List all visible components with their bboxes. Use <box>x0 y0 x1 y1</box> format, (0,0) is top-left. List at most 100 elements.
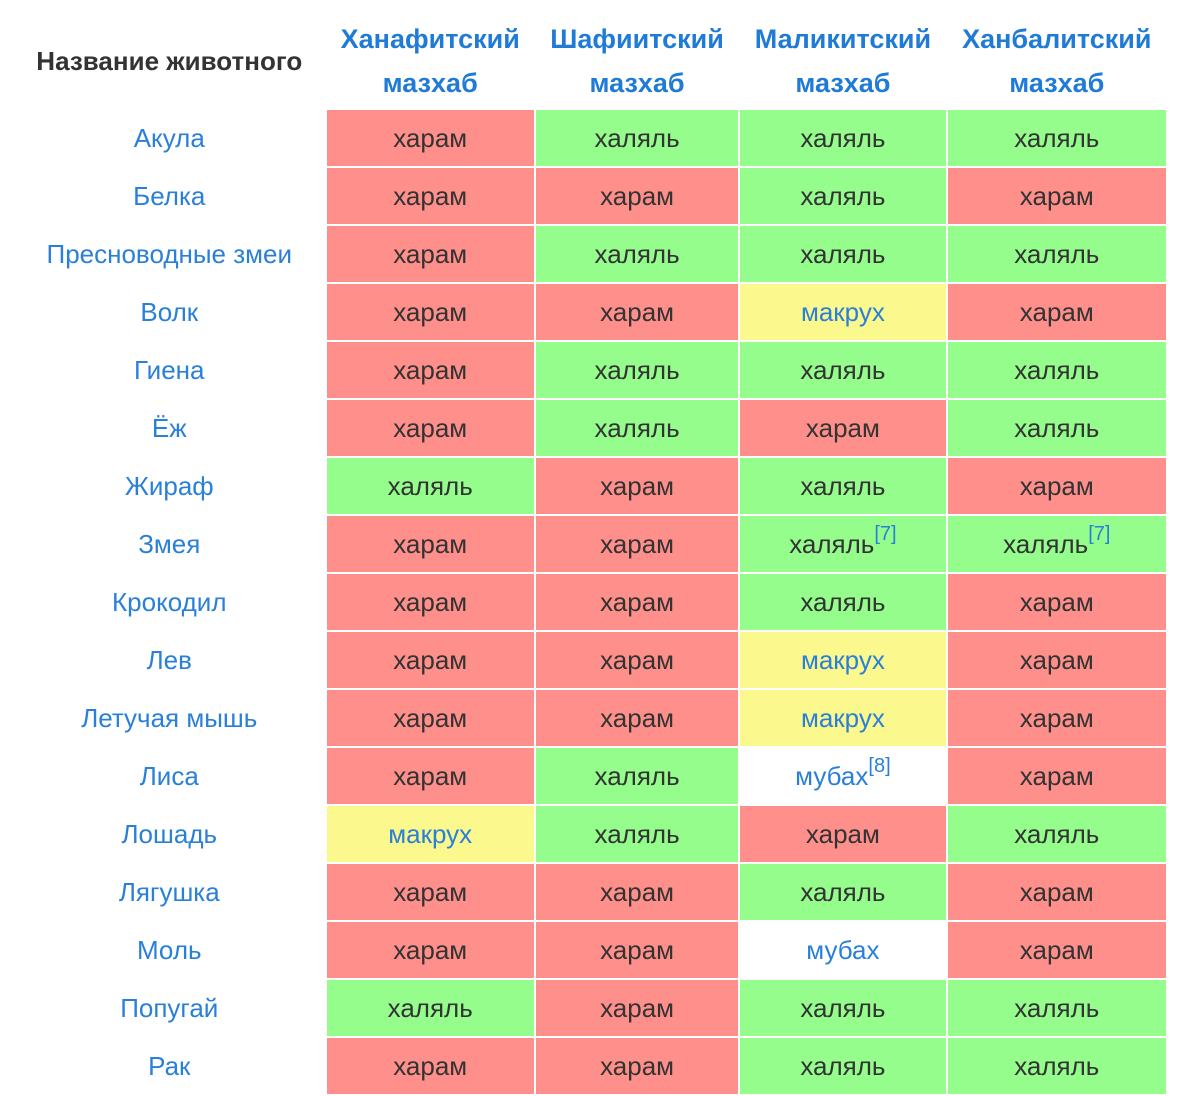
ruling-cell: халяль <box>740 342 946 398</box>
animal-name-link[interactable]: Крокодил <box>14 574 325 630</box>
ruling-text: харам <box>1019 934 1094 965</box>
ruling-cell: харам <box>535 690 739 746</box>
hanbali-header-link[interactable]: Ханбалитский мазхаб <box>948 14 1166 108</box>
ruling-text: халяль <box>594 354 680 385</box>
ruling-text: харам <box>1019 296 1094 327</box>
ruling-cell: халяль[7] <box>740 516 946 572</box>
header-line: мазхаб <box>589 68 685 98</box>
ruling-cell: харам <box>947 458 1166 514</box>
ruling-cell: харам <box>535 922 739 978</box>
ruling-text: халяль <box>594 238 680 269</box>
ruling-cell: харам <box>535 516 739 572</box>
madhhab-animals-table: Название животного Ханафитский мазхаб Ша… <box>12 12 1168 1096</box>
ruling-text: харам <box>393 528 468 559</box>
table-row: Пресноводные змеи харам халяль халяль халяль <box>14 226 1166 282</box>
ruling-cell: харам <box>947 922 1166 978</box>
ruling-cell: халяль <box>740 574 946 630</box>
ruling-text: харам <box>1019 586 1094 617</box>
ruling-text: мубах <box>795 760 869 791</box>
animal-name-link[interactable]: Рак <box>14 1038 325 1094</box>
ruling-text: харам <box>600 876 675 907</box>
ruling-text: харам <box>1019 760 1094 791</box>
ruling-cell: харам <box>947 690 1166 746</box>
ruling-cell: харам <box>326 226 534 282</box>
ruling-text: харам <box>393 1050 468 1081</box>
animal-name-link[interactable]: Лиса <box>14 748 325 804</box>
table-row: Змея харам харам халяль[7] халяль[7] <box>14 516 1166 572</box>
ruling-text: харам <box>1019 876 1094 907</box>
animal-name-link[interactable]: Акула <box>14 110 325 166</box>
animal-name-link[interactable]: Ёж <box>14 400 325 456</box>
ruling-text: харам <box>393 412 468 443</box>
ruling-text: харам <box>1019 702 1094 733</box>
ruling-text: харам <box>1019 470 1094 501</box>
animal-name-link[interactable]: Белка <box>14 168 325 224</box>
ruling-cell: халяль <box>535 110 739 166</box>
table-row: Лошадь макрух халяль харам халяль <box>14 806 1166 862</box>
header-line: Шафиитский <box>550 24 724 54</box>
animal-name-link[interactable]: Волк <box>14 284 325 340</box>
header-line: мазхаб <box>382 68 478 98</box>
ruling-cell[interactable]: мубах[8] <box>740 748 946 804</box>
animal-name-link[interactable]: Гиена <box>14 342 325 398</box>
footnote-ref-link[interactable]: [7] <box>874 522 897 545</box>
ruling-cell: харам <box>326 284 534 340</box>
ruling-text: мубах <box>806 934 880 965</box>
header-line: мазхаб <box>795 68 891 98</box>
ruling-cell: халяль <box>947 806 1166 862</box>
header-line: Ханафитский <box>340 24 520 54</box>
table-row: Лиса харам халяль мубах[8] харам <box>14 748 1166 804</box>
animal-name-link[interactable]: Попугай <box>14 980 325 1036</box>
animal-name-link[interactable]: Лягушка <box>14 864 325 920</box>
table-row: Ёж харам халяль харам халяль <box>14 400 1166 456</box>
animal-name-link[interactable]: Пресноводные змеи <box>14 226 325 282</box>
ruling-cell[interactable]: мубах <box>740 922 946 978</box>
table-row: Волк харам харам макрух харам <box>14 284 1166 340</box>
animal-name-link[interactable]: Змея <box>14 516 325 572</box>
ruling-text: халяль <box>594 122 680 153</box>
ruling-cell: харам <box>326 516 534 572</box>
animal-name-link[interactable]: Лев <box>14 632 325 688</box>
ruling-cell: халяль[7] <box>947 516 1166 572</box>
ruling-text: халяль <box>800 470 886 501</box>
ruling-cell: халяль <box>326 458 534 514</box>
ruling-cell: харам <box>947 748 1166 804</box>
animal-name-link[interactable]: Моль <box>14 922 325 978</box>
header-line: мазхаб <box>1009 68 1105 98</box>
ruling-cell[interactable]: макрух <box>326 806 534 862</box>
ruling-text: халяль <box>594 760 680 791</box>
ruling-text: халяль <box>800 180 886 211</box>
table-row: Жираф халяль харам халяль харам <box>14 458 1166 514</box>
ruling-text: халяль <box>800 1050 886 1081</box>
table-row: Акула харам халяль халяль халяль <box>14 110 1166 166</box>
ruling-text: харам <box>600 296 675 327</box>
header-line: Маликитский <box>754 24 932 54</box>
animal-name-link[interactable]: Жираф <box>14 458 325 514</box>
ruling-cell[interactable]: макрух <box>740 632 946 688</box>
ruling-text: харам <box>393 180 468 211</box>
ruling-cell: харам <box>740 400 946 456</box>
ruling-text: халяль <box>387 992 473 1023</box>
ruling-text: макрух <box>800 296 885 327</box>
ruling-text: харам <box>393 238 468 269</box>
ruling-cell: харам <box>947 574 1166 630</box>
ruling-cell: харам <box>326 168 534 224</box>
ruling-cell: халяль <box>535 806 739 862</box>
ruling-text: харам <box>393 644 468 675</box>
ruling-cell[interactable]: макрух <box>740 690 946 746</box>
table-body: Акула харам халяль халяль халяль Белка харам ха… <box>14 110 1166 1094</box>
ruling-text: халяль <box>594 412 680 443</box>
ruling-text: халяль <box>1014 992 1100 1023</box>
maliki-header-link[interactable]: Маликитский мазхаб <box>740 14 945 108</box>
ruling-cell[interactable]: макрух <box>740 284 946 340</box>
shafii-header-link[interactable]: Шафиитский мазхаб <box>536 14 738 108</box>
footnote-ref-link[interactable]: [8] <box>868 754 891 777</box>
animal-name-link[interactable]: Лошадь <box>14 806 325 862</box>
ruling-cell: харам <box>326 574 534 630</box>
table-row: Попугай халяль харам халяль халяль <box>14 980 1166 1036</box>
hanafi-header-link[interactable]: Ханафитский мазхаб <box>327 14 534 108</box>
ruling-cell: халяль <box>947 226 1166 282</box>
footnote-ref-link[interactable]: [7] <box>1088 522 1111 545</box>
animal-name-link[interactable]: Летучая мышь <box>14 690 325 746</box>
ruling-text: харам <box>600 702 675 733</box>
